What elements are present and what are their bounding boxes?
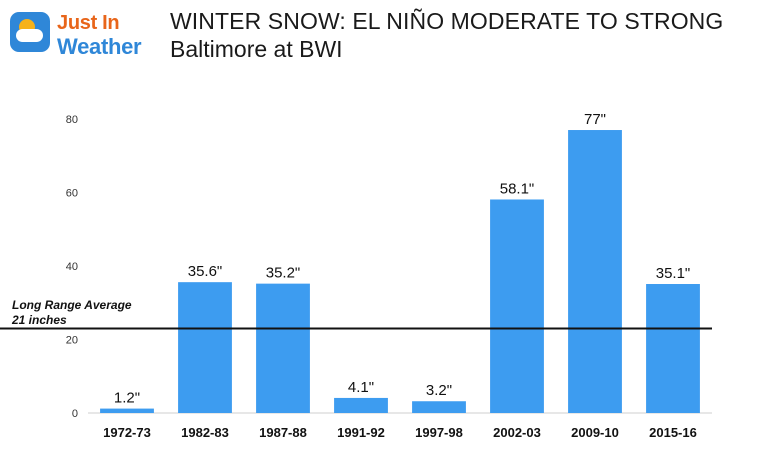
average-label-line2: 21 inches (12, 313, 67, 328)
bar-2009-10 (568, 130, 622, 413)
x-tick-label-1982-83: 1982-83 (181, 425, 229, 440)
logo-text-line2: Weather (57, 34, 142, 59)
average-line-label: Long Range Average 21 inches (12, 298, 132, 328)
bar-1991-92 (334, 397, 388, 413)
x-tick-label-1997-98: 1997-98 (415, 425, 463, 440)
logo: Just In Weather (10, 10, 160, 64)
data-label-1991-92: 4.1" (348, 379, 374, 396)
bar-1982-83 (178, 282, 232, 413)
data-label-2015-16: 35.1" (656, 265, 691, 282)
bar-1997-98 (412, 401, 466, 413)
data-label-1997-98: 3.2" (426, 382, 452, 399)
x-tick-label-2002-03: 2002-03 (493, 425, 541, 440)
y-tick-label: 20 (66, 335, 78, 347)
chart-subtitle: Baltimore at BWI (170, 36, 343, 62)
data-label-1972-73: 1.2" (114, 390, 140, 407)
data-label-1982-83: 35.6" (188, 263, 223, 280)
bar-1987-88 (256, 283, 310, 413)
x-tick-label-1987-88: 1987-88 (259, 425, 307, 440)
bar-2015-16 (646, 284, 700, 413)
sun-cloud-snow-icon (10, 12, 50, 52)
data-label-2002-03: 58.1" (500, 180, 535, 197)
y-tick-label: 80 (66, 114, 78, 126)
x-tick-label-1972-73: 1972-73 (103, 425, 151, 440)
data-label-2009-10: 77" (584, 111, 606, 128)
cloud-shape (16, 29, 43, 42)
data-label-1987-88: 35.2" (266, 265, 301, 282)
logo-text-line1: Just In (57, 12, 120, 34)
x-tick-label-2015-16: 2015-16 (649, 425, 697, 440)
y-tick-label: 60 (66, 188, 78, 200)
x-tick-label-2009-10: 2009-10 (571, 425, 619, 440)
bar-2002-03 (490, 199, 544, 413)
y-tick-label: 40 (66, 261, 78, 273)
bar-1972-73 (100, 408, 154, 413)
average-label-line1: Long Range Average (12, 298, 132, 313)
chart-title: WINTER SNOW: EL NIÑO MODERATE TO STRONG (170, 8, 724, 34)
y-tick-label: 0 (72, 408, 78, 420)
x-tick-label-1991-92: 1991-92 (337, 425, 385, 440)
